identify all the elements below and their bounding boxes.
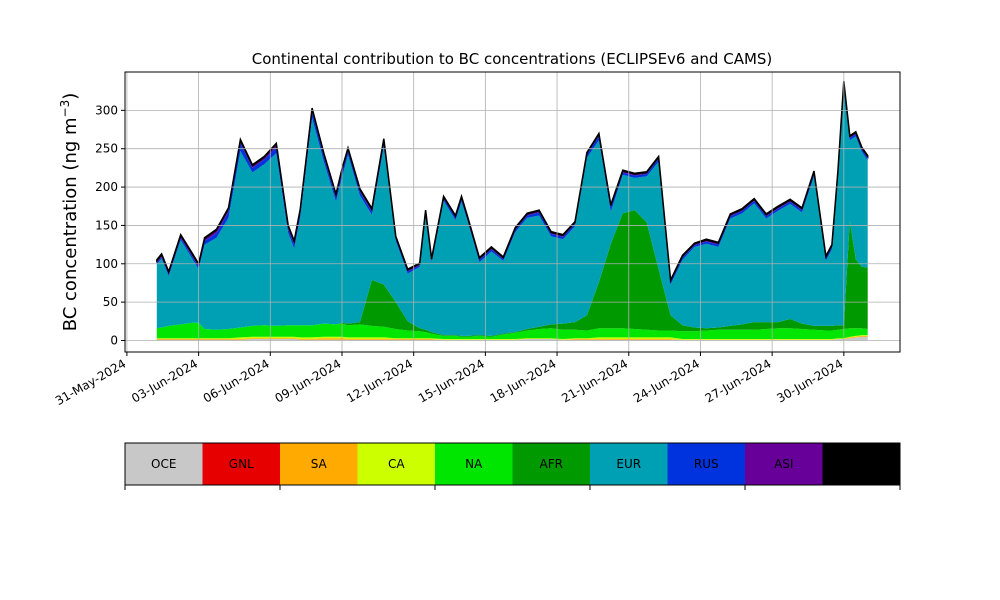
x-tick-label: 06-Jun-2024 xyxy=(201,356,272,405)
chart-title: Continental contribution to BC concentra… xyxy=(252,50,773,68)
legend-label-ca: CA xyxy=(388,457,405,471)
legend-swatch-afr xyxy=(512,443,590,485)
legend-label-eur: EUR xyxy=(616,457,641,471)
y-axis-label-exponent: −3 xyxy=(58,100,72,118)
legend-label-gnl: GNL xyxy=(229,457,254,471)
x-tick-label: 31-May-2024 xyxy=(53,356,128,408)
plot-frame xyxy=(124,71,901,353)
legend-label-rus: RUS xyxy=(694,457,719,471)
legend-swatch-aus xyxy=(822,443,900,485)
legend-label-afr: AFR xyxy=(540,457,563,471)
x-tick-label: 15-Jun-2024 xyxy=(416,356,487,405)
area-aus xyxy=(156,81,869,284)
legend-label-sa: SA xyxy=(311,457,328,471)
x-tick-label: 09-Jun-2024 xyxy=(272,356,343,405)
y-tick-label: 300 xyxy=(95,103,118,117)
legend-swatch-eur xyxy=(590,443,668,485)
legend-colorbar: OCE GNL SA CA NA AFR EUR RUS ASI AUS xyxy=(124,442,901,490)
x-tick-label: 30-Jun-2024 xyxy=(774,356,845,405)
x-tick-label: 24-Jun-2024 xyxy=(631,356,702,405)
legend-frame xyxy=(124,442,901,486)
area-afr xyxy=(156,210,868,337)
area-sa xyxy=(156,335,868,340)
y-tick-label: 250 xyxy=(95,142,118,156)
legend-swatch-gnl xyxy=(202,443,280,485)
x-tick-label: 18-Jun-2024 xyxy=(488,356,559,405)
legend-label-na: NA xyxy=(465,457,483,471)
legend-swatch-oce xyxy=(125,443,203,485)
legend-swatch-ca xyxy=(357,443,435,485)
y-tick-label: 200 xyxy=(95,180,118,194)
legend-swatch-rus xyxy=(667,443,745,485)
x-tick-label: 27-Jun-2024 xyxy=(703,356,774,405)
area-ca xyxy=(156,335,868,340)
x-tick-label: 12-Jun-2024 xyxy=(344,356,415,405)
legend-label-aus: AUS xyxy=(849,457,874,471)
legend-label-asi: ASI xyxy=(774,457,793,471)
plot-area: 0 50 100 150 200 250 300 31-May-2024 03-Jun-2024… xyxy=(53,71,901,408)
legend-label-oce: OCE xyxy=(151,457,176,471)
y-tick-label: 50 xyxy=(103,295,118,309)
area-na xyxy=(156,322,868,339)
legend-swatch-asi xyxy=(745,443,823,485)
y-tick-label: 0 xyxy=(110,333,118,347)
x-tick-label: 03-Jun-2024 xyxy=(129,356,200,405)
y-tick-label: 150 xyxy=(95,218,118,232)
x-tick-label: 21-Jun-2024 xyxy=(559,356,630,405)
legend-swatch-sa xyxy=(280,443,358,485)
area-eur xyxy=(156,87,868,336)
y-axis-label: BC concentration (ng m−3) xyxy=(58,93,81,332)
y-tick-label: 100 xyxy=(95,257,118,271)
legend-swatch-na xyxy=(435,443,513,485)
